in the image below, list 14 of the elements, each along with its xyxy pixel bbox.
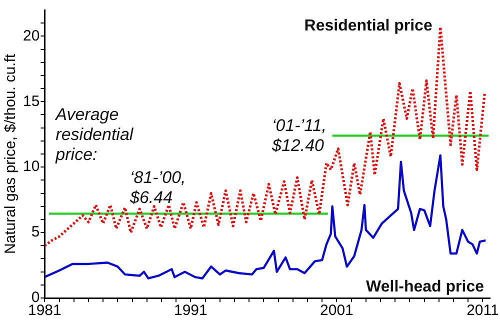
- series-label: Well-head price: [366, 278, 484, 296]
- y-tick-label: 5: [31, 224, 40, 241]
- y-tick-label: 15: [22, 92, 40, 110]
- series-label: Residential price: [304, 17, 432, 34]
- x-tick-label: 1991: [174, 302, 208, 320]
- annotation: Average residential price:: [54, 105, 134, 164]
- y-tick-label: 20: [22, 27, 40, 44]
- y-axis-title: Natural gas price, $/thou. cu.ft: [2, 53, 20, 254]
- x-tick-label: 1981: [28, 302, 62, 320]
- x-tick-label: 2011: [466, 302, 499, 320]
- x-tick-label: 2001: [320, 302, 354, 320]
- y-tick-label: 10: [22, 158, 40, 176]
- annotation: ‘81-’00, $6.44: [129, 168, 186, 208]
- annotation: ‘01-’11, $12.40: [271, 116, 326, 156]
